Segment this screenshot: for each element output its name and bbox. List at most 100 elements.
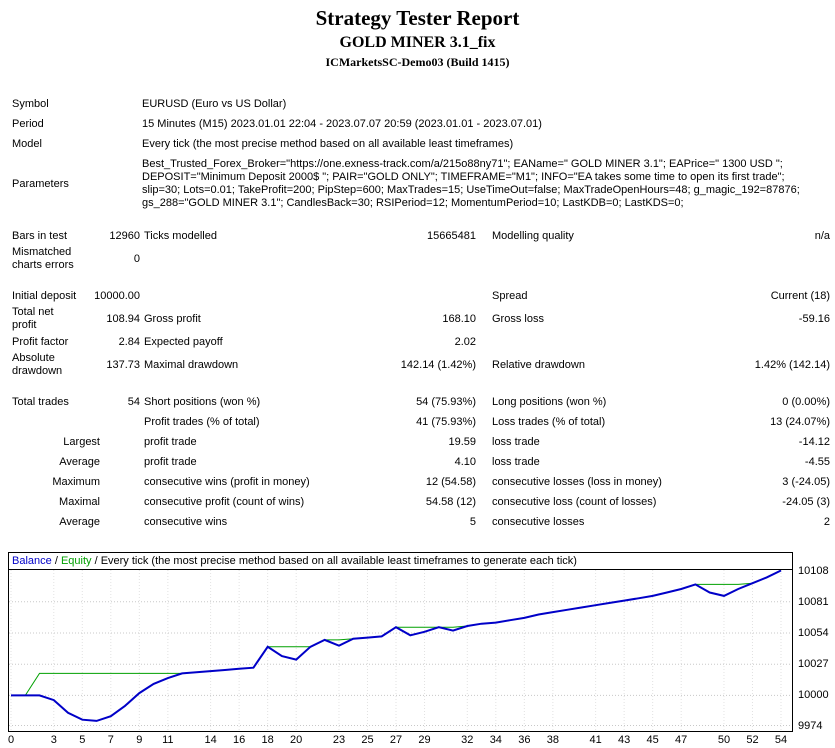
stat-value: 5 [469,516,476,528]
legend-separator: / [91,555,101,567]
y-tick-label: 10000 [798,689,829,702]
info-row-model: Model Every tick (the most precise metho… [12,134,825,154]
stat-label: Gross profit [144,313,201,325]
y-tick-label: 9974 [798,719,823,732]
expert-name: GOLD MINER 3.1_fix [339,34,496,51]
stat-label: loss trade [492,436,540,448]
stat-value: -4.55 [804,456,830,468]
info-value: Best_Trusted_Forex_Broker="https://one.e… [142,158,800,209]
stats-row-total-trades: Total trades 54 Short positions (won %) … [12,392,835,412]
stats-row-bars-in-test: Bars in test 12960 Ticks modelled 156654… [12,226,835,246]
x-tick-label: 20 [290,734,303,746]
stat-value: 54.58 (12) [425,496,476,508]
stat-value: 54 (75.93%) [416,396,476,408]
stat-label: consecutive loss (count of losses) [492,496,657,508]
stat-label: Profit factor [12,335,69,348]
stat-value: n/a [814,230,830,242]
x-tick-label: 18 [261,734,274,746]
info-row-parameters: Parameters Best_Trusted_Forex_Broker="ht… [12,154,825,214]
stat-value: 4.10 [454,456,476,468]
legend-balance-label: Balance [12,555,52,567]
y-tick-label: 10081 [798,595,829,608]
stat-value: 54 [127,396,140,408]
stat-value: 3 (-24.05) [782,476,830,488]
stat-label: Bars in test [12,229,68,242]
stats-row-absolute-drawdown: Absolute drawdown 137.73 Maximal drawdow… [12,352,835,378]
balance-equity-plot [9,570,792,730]
stat-value: 2.02 [454,336,476,348]
info-label: Model [12,138,42,150]
test-info-table: Symbol EURUSD (Euro vs US Dollar) Period… [0,94,835,214]
stat-label: Loss trades (% of total) [492,416,606,428]
stat-value: 2.84 [118,336,140,348]
stat-value: 12 (54.58) [425,476,476,488]
x-tick-label: 29 [418,734,431,746]
y-axis-labels: 10108 10081 10054 10027 10000 9974 [798,565,835,732]
stat-value: 19.59 [448,436,476,448]
stat-value: 2 [823,516,830,528]
info-label: Symbol [12,98,49,110]
stats-row-profit-factor: Profit factor 2.84 Expected payoff 2.02 [12,332,835,352]
stats-row-maximal-consecutive: Maximal consecutive profit (count of win… [12,492,835,512]
x-tick-label: 0 [7,734,15,746]
stat-value: 15665481 [427,230,476,242]
results-table: Bars in test 12960 Ticks modelled 156654… [0,226,835,532]
stat-label: Average [59,515,100,528]
stat-value: Current (18) [770,290,830,302]
y-tick-label: 10027 [798,658,829,671]
stat-label: loss trade [492,456,540,468]
stats-row-maximum-consecutive: Maximum consecutive wins (profit in mone… [12,472,835,492]
info-label: Parameters [12,178,69,190]
stat-value: -14.12 [798,436,830,448]
stat-label: Average [59,455,100,468]
stat-value: 0 [133,253,140,265]
stats-row-profit-loss-trades: Profit trades (% of total) 41 (75.93%) L… [12,412,835,432]
server-build: ICMarketsSC-Demo03 (Build 1415) [325,55,510,69]
x-tick-label: 45 [646,734,659,746]
stat-label: consecutive losses (loss in money) [492,476,662,488]
x-tick-label: 36 [518,734,531,746]
x-tick-label: 16 [233,734,246,746]
stats-row-mismatched-errors: Mismatched charts errors 0 [12,246,835,272]
stat-value: 41 (75.93%) [416,416,476,428]
chart-box: Balance / Equity / Every tick (the most … [8,552,793,732]
stat-label: consecutive losses [492,516,585,528]
stats-row-largest: Largest profit trade 19.59 loss trade -1… [12,432,835,452]
x-tick-label: 9 [136,734,143,746]
legend-equity-label: Equity [60,555,92,567]
stat-label: Mismatched charts errors [12,246,74,271]
x-tick-label: 3 [50,734,57,746]
stat-label: consecutive wins [144,516,228,528]
stat-value: 1.42% (142.14) [754,359,830,371]
stat-label: Largest [63,435,100,448]
stat-value: 108.94 [106,313,140,325]
info-label: Period [12,118,44,130]
stat-label: consecutive wins (profit in money) [144,476,310,488]
x-tick-label: 32 [461,734,474,746]
x-tick-label: 11 [162,734,174,746]
stat-value: -59.16 [798,313,830,325]
stat-label: Relative drawdown [492,359,585,371]
stat-label: Expected payoff [144,336,223,348]
x-tick-label: 52 [746,734,759,746]
stat-value: 13 (24.07%) [770,416,830,428]
stat-value: 0 (0.00%) [782,396,830,408]
stat-value: -24.05 (3) [782,496,830,508]
info-row-period: Period 15 Minutes (M15) 2023.01.01 22:04… [12,114,825,134]
stat-label: Total net profit [12,306,54,331]
stat-label: Maximum [52,475,100,488]
stat-label: Initial deposit [12,289,77,302]
stat-value: 168.10 [442,313,476,325]
stat-value: 142.14 (1.42%) [400,359,476,371]
x-tick-label: 41 [589,734,602,746]
stat-label: Maximal drawdown [144,359,239,371]
stats-row-average-consecutive: Average consecutive wins 5 consecutive l… [12,512,835,532]
stat-label: profit trade [144,456,197,468]
stat-label: Modelling quality [492,230,574,242]
x-tick-label: 25 [361,734,374,746]
info-value: EURUSD (Euro vs US Dollar) [142,97,287,110]
info-value: 15 Minutes (M15) 2023.01.01 22:04 - 2023… [142,117,542,130]
legend-separator: / [51,555,61,567]
x-tick-label: 38 [546,734,559,746]
x-tick-label: 43 [618,734,631,746]
